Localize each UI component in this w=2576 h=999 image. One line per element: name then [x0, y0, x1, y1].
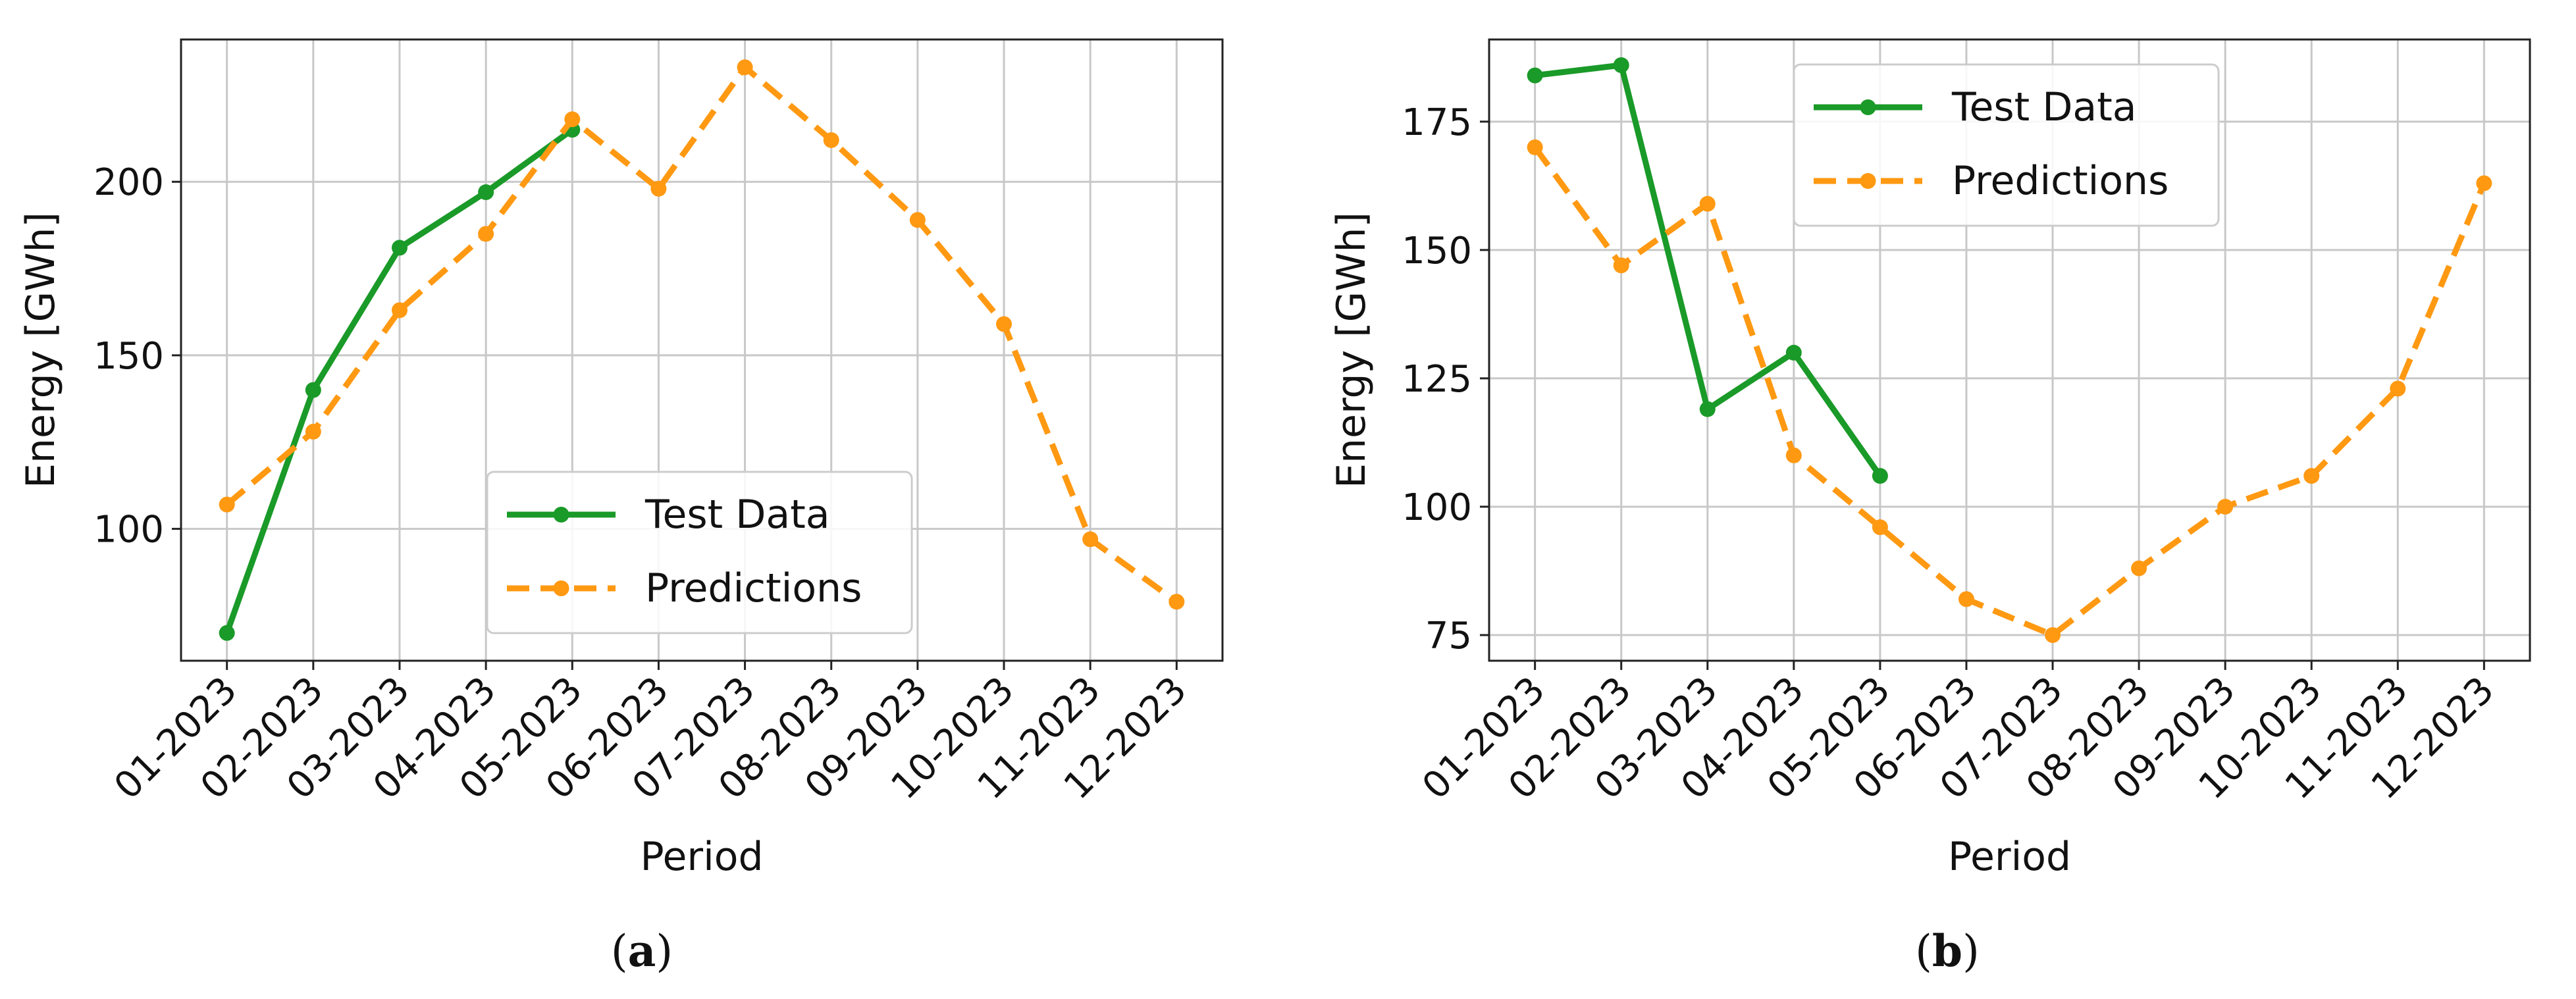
data-point-test-data [391, 240, 407, 256]
data-point-predictions [2217, 498, 2234, 515]
legend: Test Data Predictions [1793, 63, 2220, 227]
data-point-test-data [305, 382, 321, 398]
legend-swatch-marker [1860, 99, 1876, 115]
data-point-predictions [1958, 591, 1974, 607]
data-point-predictions [1785, 447, 1802, 463]
data-point-test-data [1785, 344, 1802, 361]
data-point-predictions [391, 302, 407, 319]
data-point-test-data [1699, 401, 1716, 417]
data-point-predictions [650, 180, 667, 197]
panel-caption: (b) [1915, 925, 1980, 977]
legend: Test Data Predictions [486, 471, 913, 634]
data-point-predictions [996, 316, 1012, 332]
data-point-predictions [2045, 627, 2061, 643]
data-point-predictions [305, 423, 321, 440]
data-point-predictions [564, 111, 581, 128]
y-axis-label: Energy [GWh] [18, 212, 64, 488]
legend-swatch-marker [553, 507, 569, 523]
legend-entry: Predictions [645, 565, 862, 611]
data-point-predictions [2303, 468, 2320, 484]
chart-a: 10015020001-202302-202303-202304-202305-… [18, 38, 1224, 977]
series-line-predictions [224, 64, 1178, 604]
y-tick-label: 75 [1425, 615, 1472, 657]
y-tick-label: 125 [1402, 358, 1472, 401]
data-point-predictions [823, 132, 839, 148]
data-point-predictions [909, 212, 926, 228]
legend-entry: Test Data [1951, 84, 2137, 130]
panel-caption: (a) [611, 925, 673, 977]
y-axis-label: Energy [GWh] [1328, 212, 1375, 488]
data-point-predictions [1082, 531, 1099, 548]
legend-entry: Predictions [1952, 158, 2169, 204]
data-point-test-data [1872, 468, 1888, 484]
x-axis-label: Period [640, 834, 763, 880]
y-tick-label: 100 [1402, 486, 1472, 529]
data-point-predictions [737, 59, 753, 76]
data-point-predictions [2476, 175, 2492, 192]
data-point-predictions [1613, 257, 1629, 274]
y-tick-label: 100 [93, 509, 164, 551]
series-line-predictions [1533, 145, 2487, 638]
data-point-predictions [1169, 594, 1185, 610]
plot-frame [1488, 38, 2531, 662]
data-point-test-data [478, 184, 494, 201]
data-point-predictions [219, 496, 235, 513]
x-axis-label: Period [1948, 834, 2071, 880]
data-point-predictions [1872, 519, 1888, 536]
data-point-predictions [478, 226, 494, 242]
legend-entry: Test Data [644, 492, 830, 538]
plot-frame [180, 38, 1224, 662]
data-point-test-data [219, 625, 235, 641]
data-point-predictions [2390, 380, 2406, 397]
data-point-test-data [1613, 57, 1629, 74]
legend-swatch-marker [1860, 173, 1876, 189]
data-point-predictions [1527, 139, 1543, 155]
chart-b: 7510012515017501-202302-202303-202304-20… [1328, 38, 2531, 977]
y-tick-label: 150 [1402, 230, 1472, 272]
y-tick-label: 150 [93, 335, 164, 378]
y-tick-label: 175 [1402, 101, 1472, 144]
y-tick-label: 200 [93, 161, 164, 204]
legend-swatch-marker [553, 580, 569, 596]
data-point-predictions [2131, 560, 2147, 576]
data-point-predictions [1699, 195, 1716, 212]
data-point-test-data [1527, 67, 1543, 84]
